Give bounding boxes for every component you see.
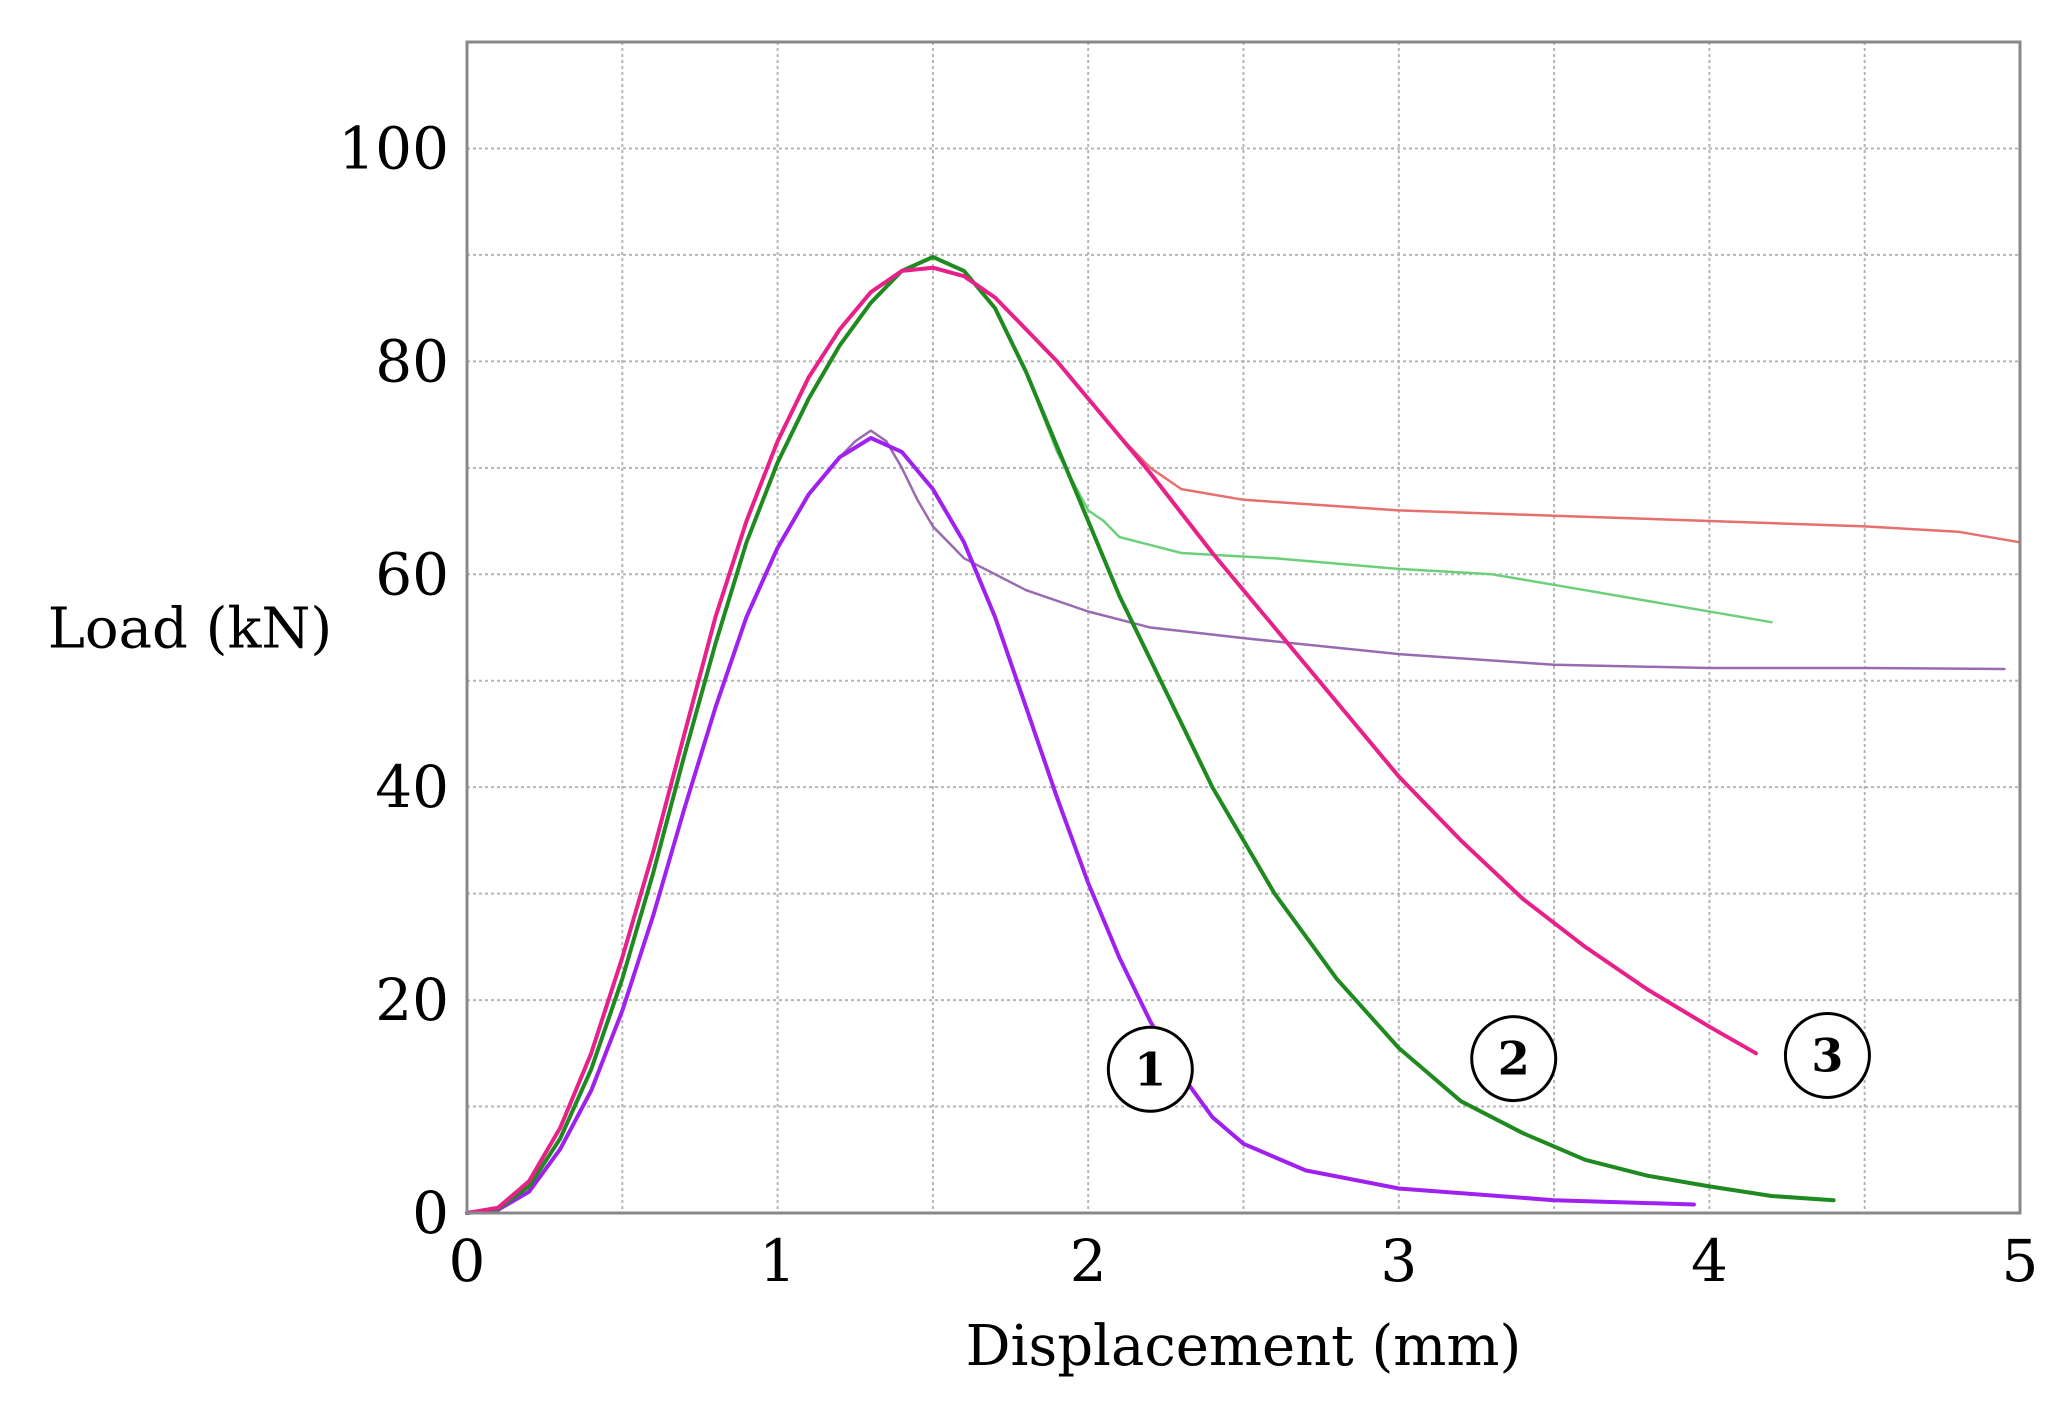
x-tick-label: 5	[2002, 1227, 2039, 1295]
x-tick-label: 4	[1691, 1227, 1728, 1295]
annotations: 1 2 3	[1106, 1011, 1871, 1113]
x-axis-title: Displacement (mm)	[966, 1314, 1522, 1379]
y-tick-label: 20	[375, 966, 449, 1034]
y-tick-label: 100	[338, 114, 449, 182]
series-group	[465, 255, 2022, 1215]
plot-frame	[465, 40, 2022, 1215]
x-tick-label: 1	[759, 1227, 796, 1295]
series-line-specimen-2	[465, 255, 1836, 1215]
y-tick-label: 60	[375, 540, 449, 608]
series-line-specimen-3	[465, 265, 1758, 1215]
callout-circle	[1783, 1011, 1871, 1099]
callout-label: 2	[1498, 1032, 1530, 1086]
callout-label: 3	[1811, 1028, 1843, 1082]
y-tick-label: 80	[375, 327, 449, 395]
callout-circle	[1106, 1025, 1194, 1113]
series-line-specimen-1	[465, 436, 1696, 1215]
y-axis-title: Load (kN)	[48, 597, 333, 662]
grid	[467, 42, 2020, 1213]
y-tick-label: 0	[412, 1179, 449, 1247]
y-tick-label: 40	[375, 753, 449, 821]
x-tick-label: 0	[449, 1227, 486, 1295]
x-tick-label: 2	[1070, 1227, 1107, 1295]
tick-labels: 0 1 2 3 4 5 0 20 40 60 80 100	[338, 114, 2038, 1295]
callout-circle	[1470, 1015, 1558, 1103]
x-tick-label: 3	[1380, 1227, 1417, 1295]
callout-label: 1	[1134, 1042, 1166, 1096]
